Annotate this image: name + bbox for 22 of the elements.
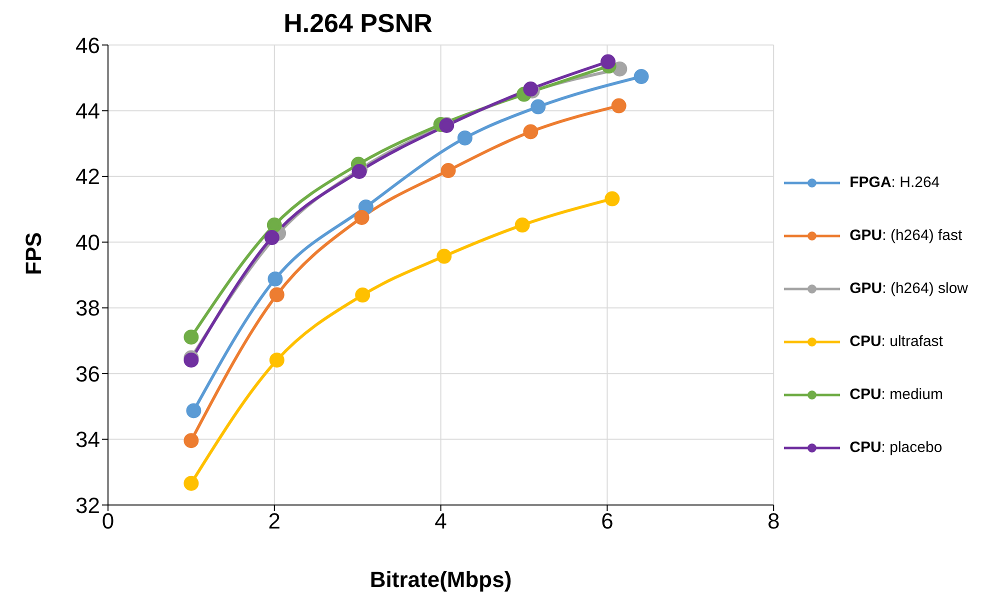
legend-label: GPU: (h264) fast bbox=[850, 227, 962, 244]
y-tick-label: 40 bbox=[76, 230, 100, 255]
chart-title: H.264 PSNR bbox=[284, 8, 432, 38]
y-tick-label: 46 bbox=[76, 32, 100, 58]
x-tick-label: 0 bbox=[102, 508, 114, 534]
x-tick-label: 4 bbox=[434, 508, 447, 534]
x-tick-label: 8 bbox=[767, 508, 780, 534]
legend-label: CPU: placebo bbox=[850, 439, 942, 456]
legend-label: FPGA: H.264 bbox=[850, 174, 940, 191]
y-axis-title: FPS bbox=[20, 232, 46, 275]
x-tick-label: 2 bbox=[268, 508, 281, 534]
y-tick-label: 38 bbox=[76, 296, 100, 321]
y-tick-label: 34 bbox=[76, 427, 100, 452]
legend-label: CPU: medium bbox=[850, 386, 943, 403]
legend-label: CPU: ultrafast bbox=[850, 333, 943, 350]
y-tick-label: 32 bbox=[76, 492, 100, 518]
y-tick-label: 44 bbox=[76, 98, 100, 124]
x-axis-title: Bitrate(Mbps) bbox=[370, 567, 512, 592]
y-tick-label: 42 bbox=[76, 164, 100, 190]
y-tick-label: 36 bbox=[76, 361, 100, 386]
legend-label: GPU: (h264) slow bbox=[850, 280, 968, 297]
x-tick-label: 6 bbox=[601, 508, 614, 534]
